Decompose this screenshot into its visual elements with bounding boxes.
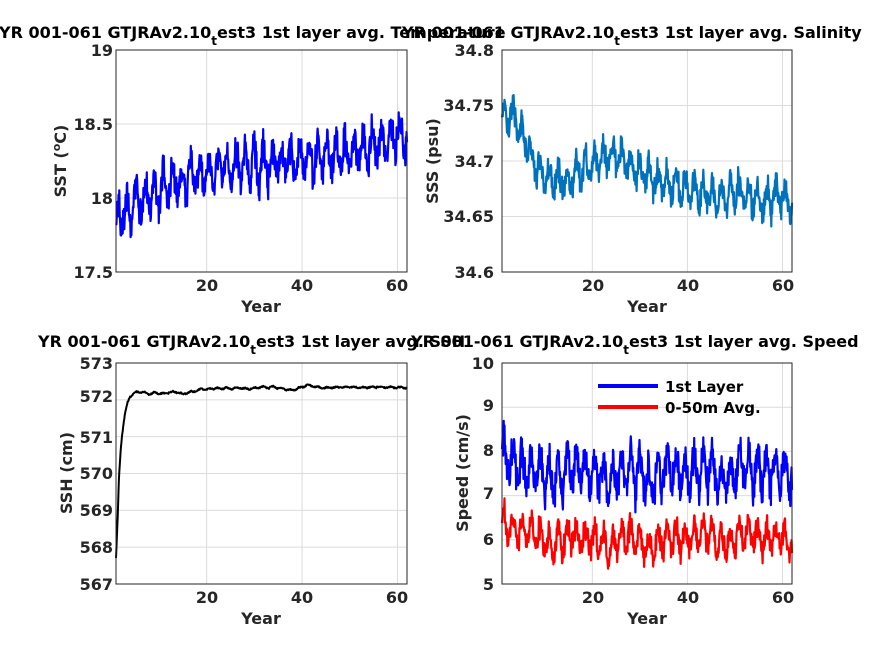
y-tick-label: 17.5	[74, 263, 113, 282]
panel-ssh-series	[115, 383, 408, 559]
legend-label-1st-layer: 1st Layer	[665, 378, 744, 396]
panel-ssh-axes-box	[115, 362, 408, 585]
y-tick-label: 34.75	[443, 96, 494, 115]
y-tick-label: 571	[80, 428, 113, 447]
series-line	[115, 111, 409, 239]
panel-sss-series	[500, 93, 794, 228]
x-tick-label: 60	[772, 588, 794, 607]
series-line	[500, 93, 794, 228]
x-tick-label: 20	[196, 588, 218, 607]
y-tick-label: 34.65	[443, 207, 494, 226]
series-line-1st-layer	[500, 419, 794, 514]
x-tick-label: 60	[386, 276, 408, 295]
x-tick-label: 20	[582, 588, 604, 607]
x-tick-label: 60	[386, 588, 408, 607]
panel-sst-axes-box	[115, 49, 408, 273]
panel-sst: YR 001-061 GTJRAv2.10test3 1st layer avg…	[0, 23, 506, 316]
legend-label-0-50m-avg: 0-50m Avg.	[665, 399, 761, 417]
x-axis-label: Year	[240, 297, 281, 316]
y-tick-label: 5	[483, 575, 494, 594]
y-tick-label: 19	[91, 41, 113, 60]
y-tick-label: 573	[80, 354, 113, 373]
y-axis-label: SST (oC)	[50, 125, 70, 198]
panel-sss-axes-box	[501, 49, 793, 273]
y-tick-label: 9	[483, 396, 494, 415]
panel-speed-title: YR 001-061 GTJRAv2.10test3 1st layer avg…	[410, 332, 859, 357]
y-tick-label: 8	[483, 441, 494, 460]
y-tick-label: 570	[80, 464, 113, 483]
panel-speed-axes-box	[501, 362, 793, 585]
x-axis-label: Year	[626, 609, 667, 628]
panel-ssh: YR 001-061 GTJRAv2.10test3 1st layer avg…	[37, 332, 465, 628]
panel-ssh-title: YR 001-061 GTJRAv2.10test3 1st layer avg…	[37, 332, 465, 357]
x-axis-label: Year	[626, 297, 667, 316]
y-tick-label: 572	[80, 387, 113, 406]
y-axis-label: SSH (cm)	[57, 432, 76, 514]
y-tick-label: 34.6	[455, 263, 494, 282]
x-axis-label: Year	[240, 609, 281, 628]
y-axis-label: Speed (cm/s)	[453, 414, 472, 532]
panel-sss-title: YR 001-061 GTJRAv2.10test3 1st layer avg…	[401, 23, 862, 48]
y-tick-label: 10	[472, 354, 494, 373]
x-tick-label: 40	[291, 588, 313, 607]
x-tick-label: 40	[677, 588, 699, 607]
x-tick-label: 60	[772, 276, 794, 295]
series-line	[115, 383, 408, 559]
panel-sst-series	[115, 111, 409, 239]
y-tick-label: 18.5	[74, 115, 113, 134]
panel-sss: YR 001-061 GTJRAv2.10test3 1st layer avg…	[401, 23, 862, 316]
legend: 1st Layer 0-50m Avg.	[598, 378, 761, 417]
x-tick-label: 40	[677, 276, 699, 295]
y-tick-label: 568	[80, 538, 113, 557]
y-tick-label: 7	[483, 484, 494, 503]
panel-speed: YR 001-061 GTJRAv2.10test3 1st layer avg…	[410, 332, 859, 628]
y-tick-label: 567	[80, 575, 113, 594]
x-tick-label: 20	[196, 276, 218, 295]
y-tick-label: 18	[91, 189, 113, 208]
panel-speed-series	[500, 419, 794, 570]
y-axis-label: SSS (psu)	[423, 118, 442, 204]
y-tick-label: 34.7	[455, 152, 494, 171]
x-tick-label: 20	[582, 276, 604, 295]
series-line-0-50m-avg-	[500, 497, 794, 570]
y-tick-label: 569	[80, 501, 113, 520]
y-tick-label: 6	[483, 530, 494, 549]
panel-ssh-grid	[116, 362, 407, 585]
panel-sst-title: YR 001-061 GTJRAv2.10test3 1st layer avg…	[0, 23, 506, 48]
x-tick-label: 40	[291, 276, 313, 295]
y-tick-label: 34.8	[455, 41, 494, 60]
